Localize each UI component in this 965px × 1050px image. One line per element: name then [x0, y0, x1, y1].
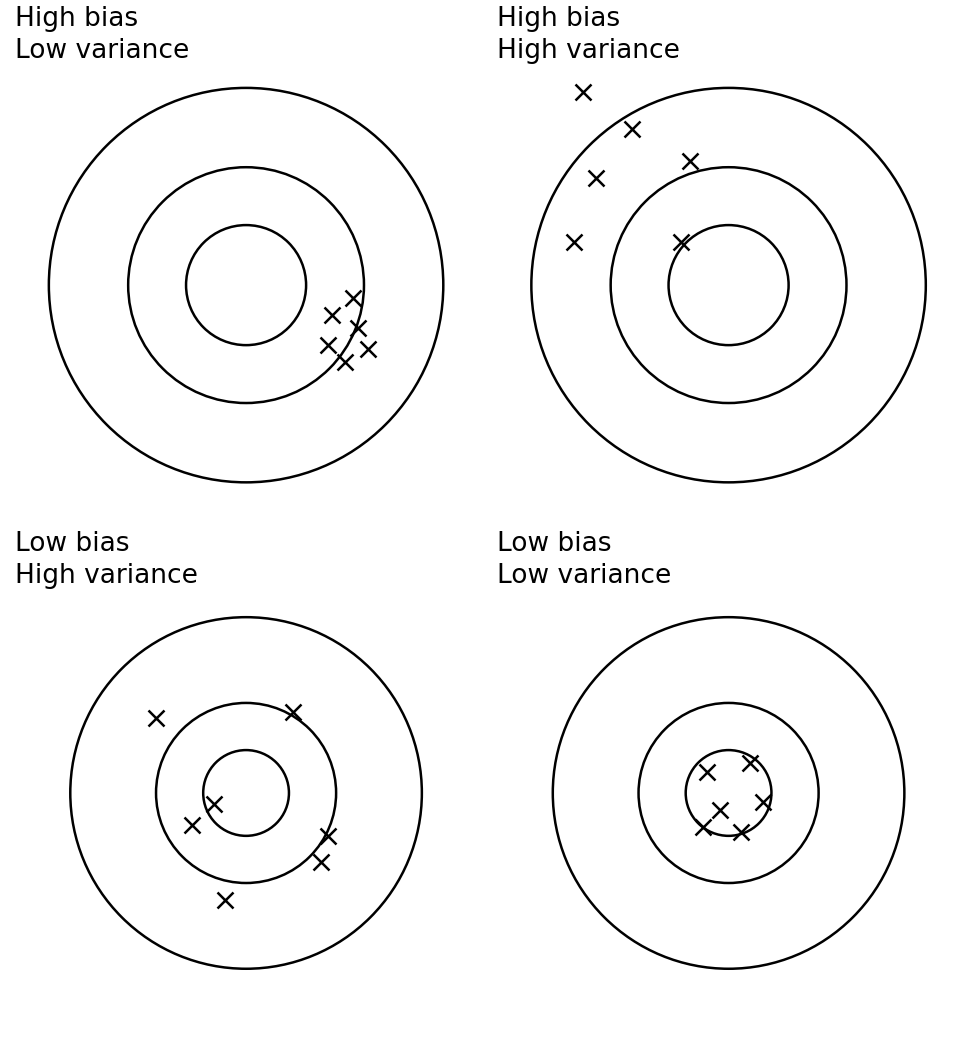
Text: High bias
High variance: High bias High variance [497, 6, 680, 64]
Text: Low bias
Low variance: Low bias Low variance [497, 531, 672, 589]
Text: Low bias
High variance: Low bias High variance [14, 531, 198, 589]
Text: High bias
Low variance: High bias Low variance [14, 6, 189, 64]
